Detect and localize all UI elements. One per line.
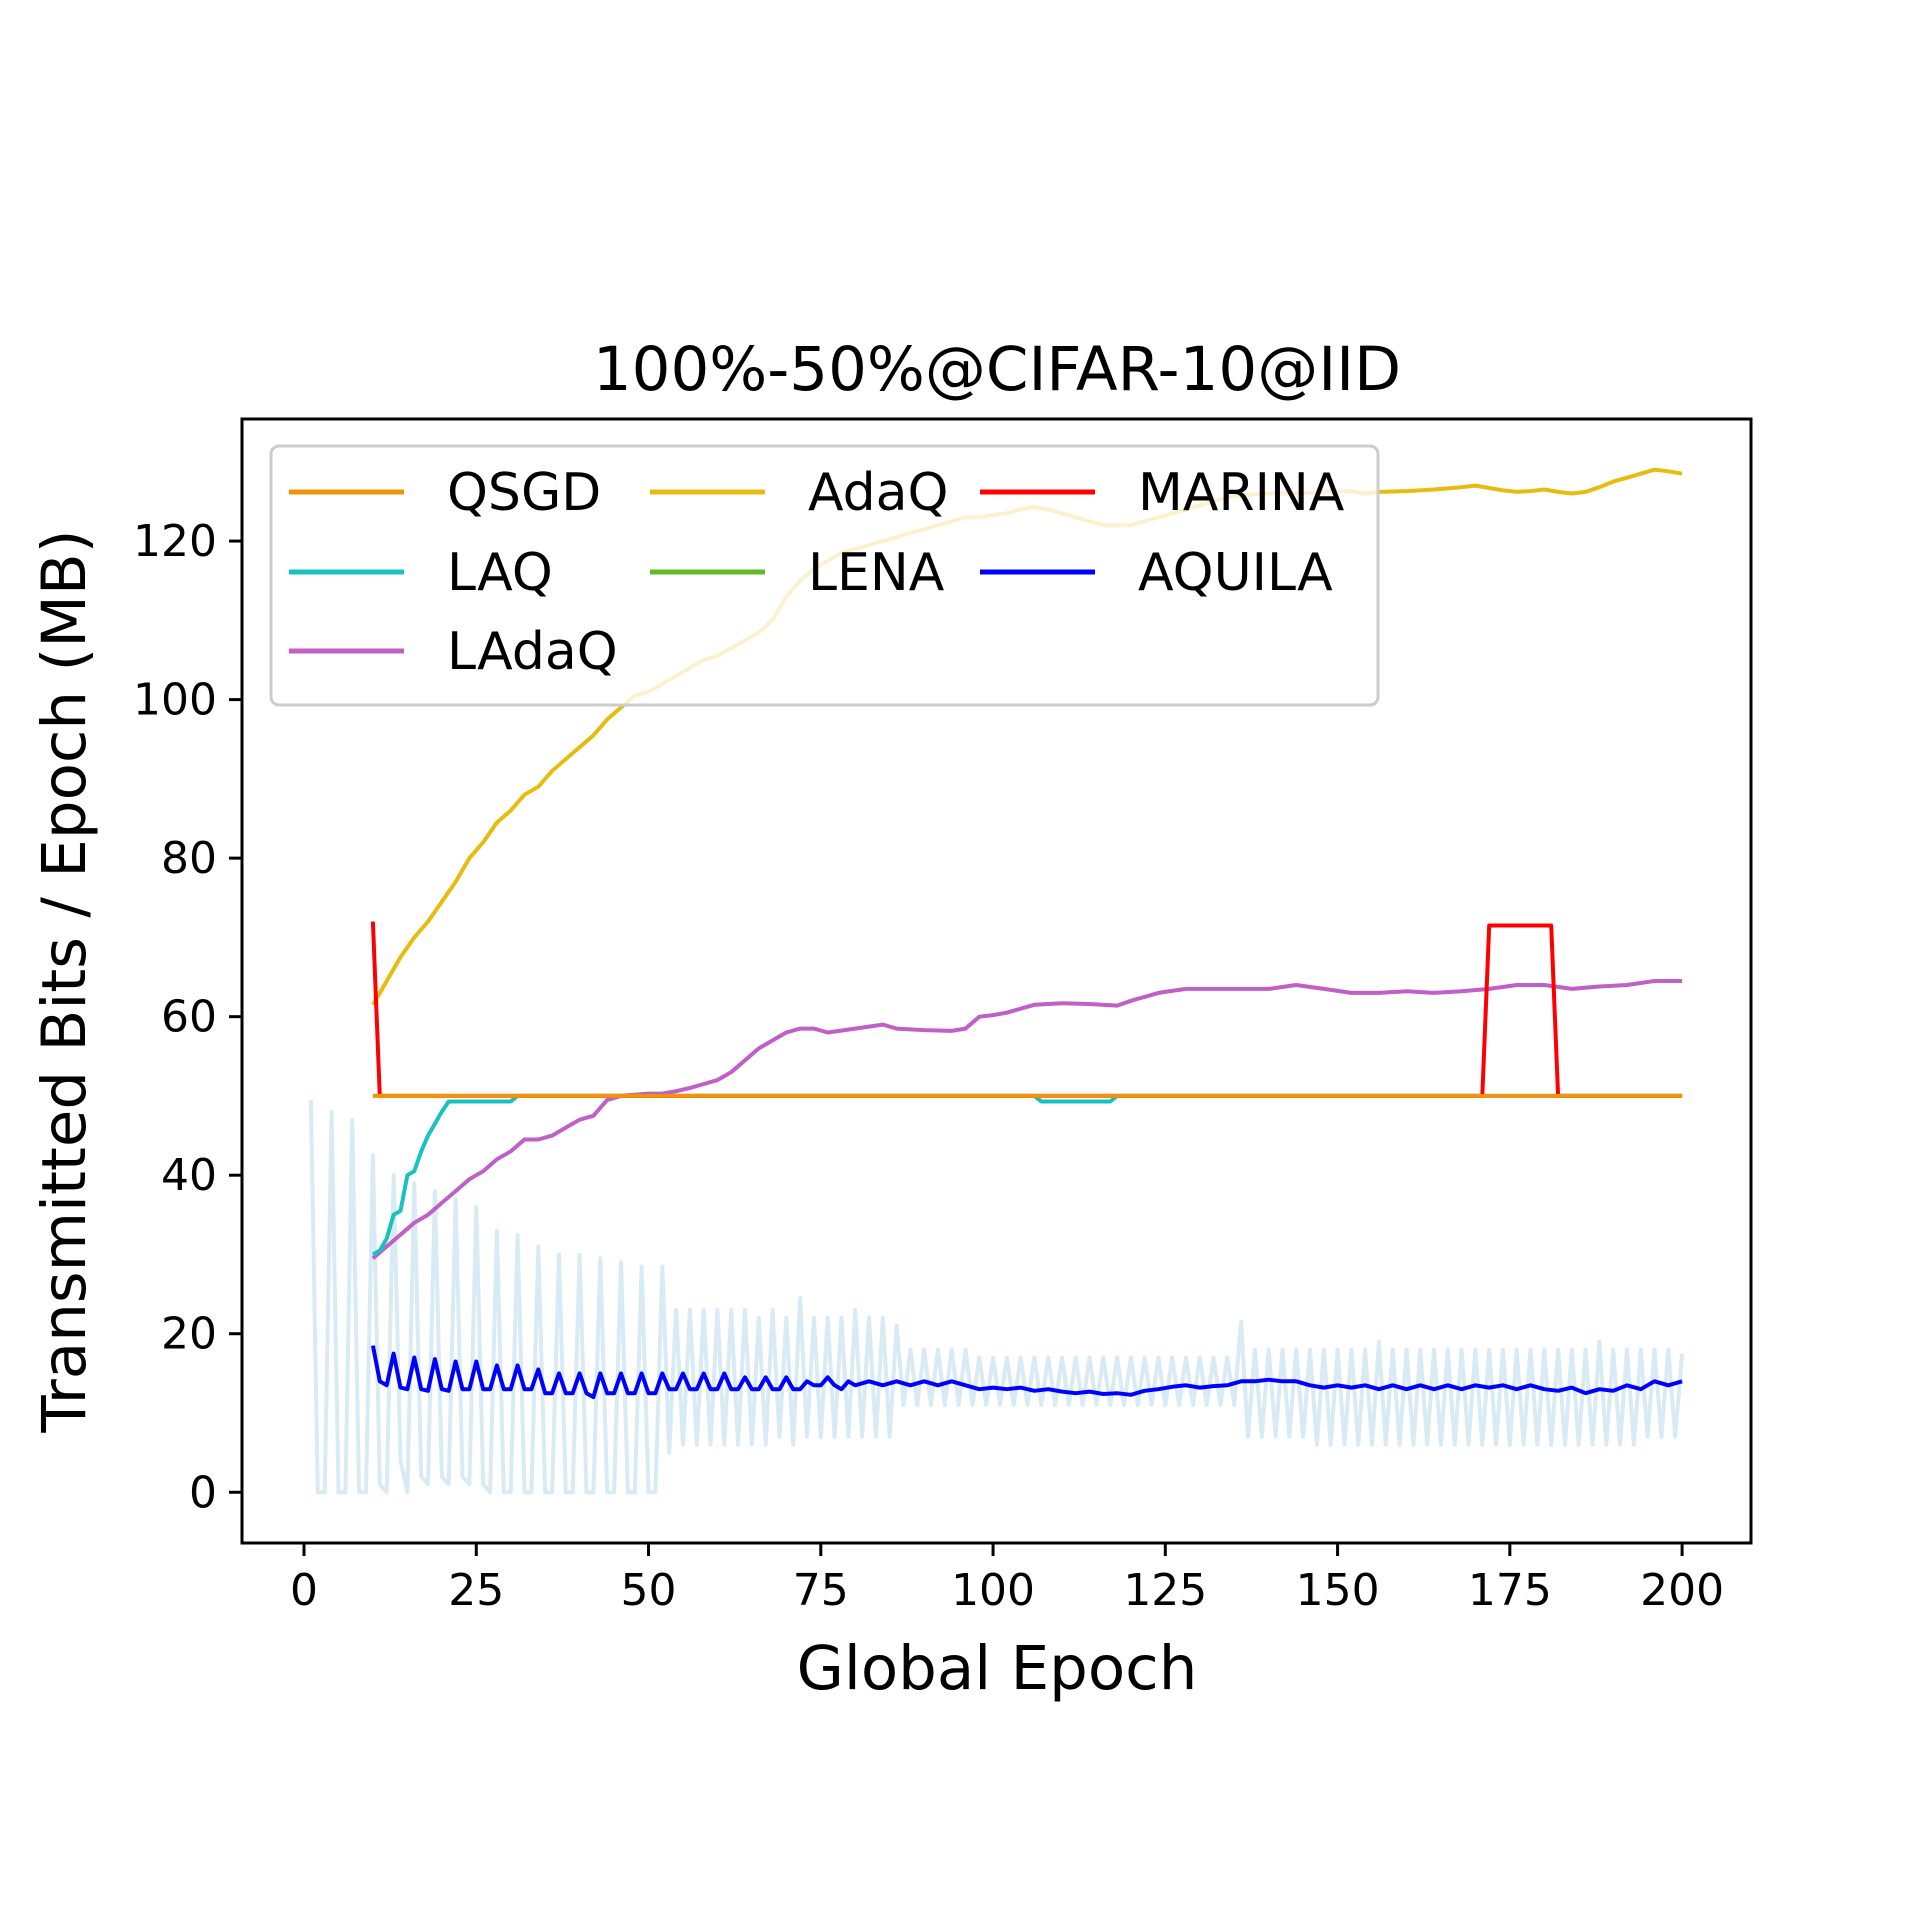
series-line-ladaq <box>371 979 1683 1260</box>
chart-title: 100%-50%@CIFAR-10@IID <box>593 334 1401 405</box>
x-tick-label: 100 <box>951 1565 1035 1616</box>
series-line-laq <box>371 1093 1683 1257</box>
legend-label: LAdaQ <box>447 622 618 682</box>
legend-item-aquila: AQUILA <box>980 543 1333 603</box>
x-tick-label: 75 <box>793 1565 849 1616</box>
legend-item-laq: LAQ <box>289 543 553 603</box>
y-axis-label: Transmitted Bits / Epoch (MB) <box>29 529 100 1433</box>
x-axis: 0 25 50 75 100 125 150 175 200 <box>290 1543 1724 1616</box>
x-tick-label: 175 <box>1468 1565 1552 1616</box>
x-tick-label: 25 <box>448 1565 504 1616</box>
y-tick-label: 20 <box>161 1309 217 1360</box>
y-tick-label: 80 <box>161 833 217 884</box>
axes-frame <box>240 417 1753 1545</box>
y-tick-label: 100 <box>133 675 217 726</box>
x-tick-label: 150 <box>1296 1565 1380 1616</box>
legend-item-marina: MARINA <box>980 463 1345 523</box>
legend-item-adaq: AdaQ <box>650 463 948 523</box>
legend-label: QSGD <box>447 463 601 523</box>
y-tick-label: 60 <box>161 992 217 1043</box>
x-tick-label: 50 <box>621 1565 677 1616</box>
legend-label: AdaQ <box>808 463 948 523</box>
legend-item-ladaq: LAdaQ <box>289 622 618 682</box>
legend-box <box>269 444 1380 707</box>
y-tick-label: 40 <box>161 1150 217 1201</box>
legend-label: MARINA <box>1138 463 1345 523</box>
y-tick-label: 0 <box>189 1467 217 1518</box>
x-tick-label: 0 <box>290 1565 318 1616</box>
series-line-lena-raw <box>308 1099 1685 1495</box>
legend-label: AQUILA <box>1138 543 1333 603</box>
legend-label: LAQ <box>447 543 553 603</box>
legend-item-qsgd: QSGD <box>289 463 601 523</box>
legend-label: LENA <box>808 543 945 603</box>
x-tick-label: 125 <box>1123 1565 1207 1616</box>
y-axis: 0 20 40 60 80 100 120 <box>133 516 242 1518</box>
y-tick-label: 120 <box>133 516 217 567</box>
plot-area <box>308 467 1685 1495</box>
x-tick-label: 200 <box>1640 1565 1724 1616</box>
legend-item-lena: LENA <box>650 543 945 603</box>
legend: QSGD LAQ LAdaQ AdaQ LENA MARINA AQUILA <box>269 444 1380 707</box>
series-line-aquila <box>370 1345 1683 1400</box>
x-axis-label: Global Epoch <box>797 1633 1198 1704</box>
